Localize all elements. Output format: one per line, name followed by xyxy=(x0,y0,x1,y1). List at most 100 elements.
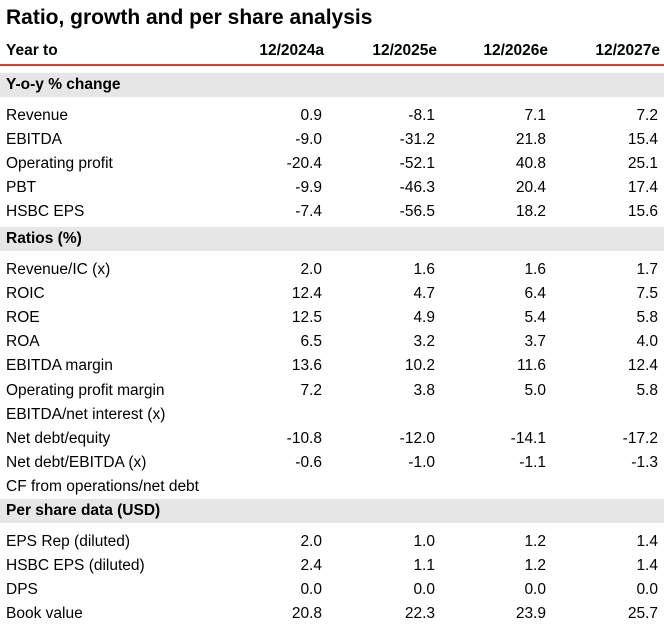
table-cell: 0.0 xyxy=(300,581,322,598)
row-label: Net debt/EBITDA (x) xyxy=(6,454,147,471)
row-label: ROE xyxy=(6,309,40,326)
table-cell: 7.5 xyxy=(636,285,658,302)
row-label: Revenue xyxy=(6,107,69,124)
table-cell: 0.0 xyxy=(413,581,435,598)
table-cell: 1.0 xyxy=(413,533,435,550)
table-row: EBITDA margin 13.6 10.2 11.6 12.4 xyxy=(0,354,664,378)
row-label: EBITDA margin xyxy=(6,357,113,374)
table-cell: 18.2 xyxy=(515,203,546,220)
section-header: Ratios (%) xyxy=(0,227,664,251)
row-label: EPS Rep (diluted) xyxy=(6,533,131,550)
table-cell: 20.8 xyxy=(291,605,322,622)
table-row: Revenue/IC (x) 2.0 1.6 1.6 1.7 xyxy=(0,258,664,282)
table-cell: 1.7 xyxy=(636,261,658,278)
table-cell: 5.0 xyxy=(524,382,546,399)
table-row: Operating profit margin 7.2 3.8 5.0 5.8 xyxy=(0,379,664,403)
table-cell: -1.1 xyxy=(519,454,546,471)
table-cell: -1.0 xyxy=(408,454,435,471)
section-header: Per share data (USD) xyxy=(0,499,664,523)
section-title: Y-o-y % change xyxy=(6,76,121,93)
table-cell: 7.1 xyxy=(524,107,546,124)
table-cell: 20.4 xyxy=(515,179,546,196)
table-cell: 12.4 xyxy=(291,285,322,302)
table-cell: -31.2 xyxy=(399,131,435,148)
table-cell: -8.1 xyxy=(408,107,435,124)
row-label: EBITDA/net interest (x) xyxy=(6,406,166,423)
row-label: Operating profit margin xyxy=(6,382,165,399)
table-cell: -17.2 xyxy=(622,430,658,447)
table-row: Book value 20.8 22.3 23.9 25.7 xyxy=(0,602,664,626)
row-label: ROA xyxy=(6,333,40,350)
table-cell: 10.2 xyxy=(404,357,435,374)
row-label: Operating profit xyxy=(6,155,113,172)
table-cell: -20.4 xyxy=(286,155,322,172)
table-cell: 6.4 xyxy=(524,285,546,302)
table-row: Operating profit -20.4 -52.1 40.8 25.1 xyxy=(0,152,664,176)
table-cell: 0.0 xyxy=(636,581,658,598)
row-label: CF from operations/net debt xyxy=(6,478,199,495)
table-row: Net debt/equity -10.8 -12.0 -14.1 -17.2 xyxy=(0,427,664,451)
table-cell: 25.7 xyxy=(627,605,658,622)
table-row: HSBC EPS (diluted) 2.4 1.1 1.2 1.4 xyxy=(0,554,664,578)
table-cell: -1.3 xyxy=(631,454,658,471)
table-cell: 21.8 xyxy=(515,131,546,148)
table-cell: 2.0 xyxy=(300,261,322,278)
table-cell: -9.0 xyxy=(295,131,322,148)
table-row: Revenue 0.9 -8.1 7.1 7.2 xyxy=(0,104,664,128)
table-cell: 4.9 xyxy=(413,309,435,326)
table-cell: 0.0 xyxy=(524,581,546,598)
table-row: Net debt/EBITDA (x) -0.6 -1.0 -1.1 -1.3 xyxy=(0,451,664,475)
table-cell: 1.4 xyxy=(636,533,658,550)
header-col: 12/2025e xyxy=(372,42,437,59)
row-label: EBITDA xyxy=(6,131,62,148)
row-label: Net debt/equity xyxy=(6,430,111,447)
row-label: DPS xyxy=(6,581,38,598)
table-cell: 5.4 xyxy=(524,309,546,326)
table-cell: 3.7 xyxy=(524,333,546,350)
table-cell: 40.8 xyxy=(515,155,546,172)
table-cell: 2.4 xyxy=(300,557,322,574)
header-label: Year to xyxy=(6,42,58,59)
table-cell: 11.6 xyxy=(516,357,546,374)
table-cell: 3.8 xyxy=(413,382,435,399)
table-header: Year to 12/2024a 12/2025e 12/2026e 12/20… xyxy=(0,38,664,64)
table-cell: 6.5 xyxy=(300,333,322,350)
page-title: Ratio, growth and per share analysis xyxy=(6,6,373,29)
table-cell: 1.2 xyxy=(524,557,546,574)
row-label: ROIC xyxy=(6,285,45,302)
table-cell: 7.2 xyxy=(300,382,322,399)
table-cell: 1.2 xyxy=(524,533,546,550)
table-cell: 12.4 xyxy=(627,357,658,374)
table-cell: 4.0 xyxy=(636,333,658,350)
header-col: 12/2027e xyxy=(595,42,660,59)
table-cell: -56.5 xyxy=(399,203,435,220)
table-cell: 5.8 xyxy=(636,382,658,399)
table-row: DPS 0.0 0.0 0.0 0.0 xyxy=(0,578,664,602)
table-cell: 1.6 xyxy=(413,261,435,278)
table-cell: 1.4 xyxy=(636,557,658,574)
table-cell: -12.0 xyxy=(399,430,435,447)
section-header: Y-o-y % change xyxy=(0,73,664,97)
table-cell: 22.3 xyxy=(404,605,435,622)
table-row: EPS Rep (diluted) 2.0 1.0 1.2 1.4 xyxy=(0,530,664,554)
section-title: Ratios (%) xyxy=(6,230,82,247)
table-row: PBT -9.9 -46.3 20.4 17.4 xyxy=(0,176,664,200)
table-cell: 23.9 xyxy=(515,605,546,622)
table-cell: -7.4 xyxy=(295,203,322,220)
table-cell: 25.1 xyxy=(627,155,658,172)
row-label: Revenue/IC (x) xyxy=(6,261,111,278)
header-col: 12/2026e xyxy=(483,42,548,59)
table-row: EBITDA -9.0 -31.2 21.8 15.4 xyxy=(0,128,664,152)
table-cell: 13.6 xyxy=(291,357,322,374)
table-row: ROE 12.5 4.9 5.4 5.8 xyxy=(0,306,664,330)
table-cell: 1.1 xyxy=(413,557,435,574)
table-row: EBITDA/net interest (x) xyxy=(0,403,664,427)
row-label: HSBC EPS xyxy=(6,203,85,220)
table-cell: -52.1 xyxy=(399,155,435,172)
table-cell: 7.2 xyxy=(636,107,658,124)
table-row: ROA 6.5 3.2 3.7 4.0 xyxy=(0,330,664,354)
table-cell: 5.8 xyxy=(636,309,658,326)
table-cell: 1.6 xyxy=(524,261,546,278)
table-cell: -10.8 xyxy=(286,430,322,447)
table-cell: 4.7 xyxy=(413,285,435,302)
